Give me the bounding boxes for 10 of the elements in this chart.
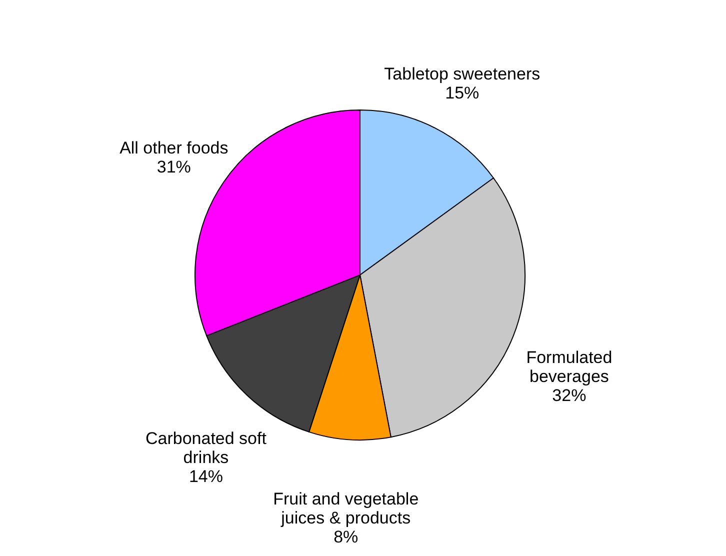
data-label: 31% bbox=[156, 158, 191, 177]
slice-label: Tabletop sweeteners bbox=[384, 64, 540, 84]
data-label: 14% bbox=[188, 467, 223, 486]
slice-label: Fruit and vegetable juices & products bbox=[273, 490, 419, 528]
slice-label: Carbonated soft drinks bbox=[145, 429, 267, 468]
slice-label: All other foods bbox=[120, 138, 228, 158]
data-label: 15% bbox=[445, 84, 480, 103]
data-label: 32% bbox=[552, 386, 586, 405]
data-label: 8% bbox=[334, 528, 358, 547]
slice-label: Formulated beverages bbox=[526, 348, 612, 386]
